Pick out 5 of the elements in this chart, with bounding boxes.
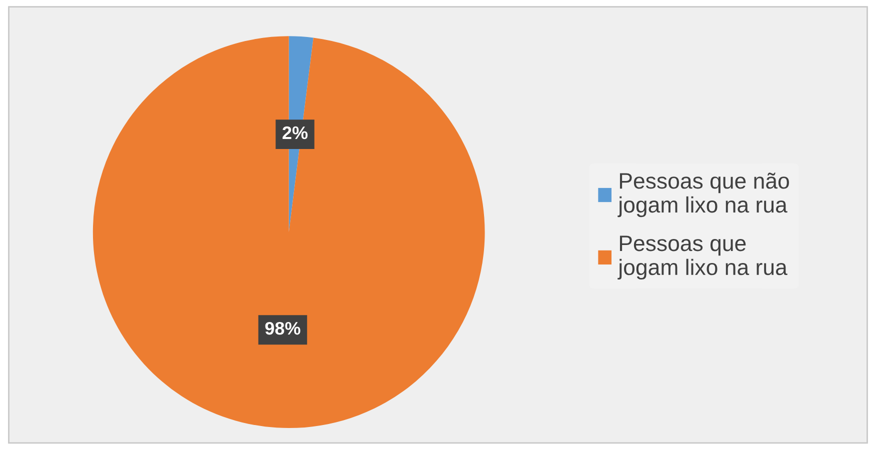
data-label: 98% bbox=[265, 322, 300, 335]
legend-label: Pessoas que não jogam lixo na rua bbox=[618, 172, 789, 218]
legend-label: Pessoas que jogam lixo na rua bbox=[618, 236, 788, 280]
pie-slice bbox=[92, 36, 485, 428]
data-label: 2% bbox=[282, 126, 308, 140]
